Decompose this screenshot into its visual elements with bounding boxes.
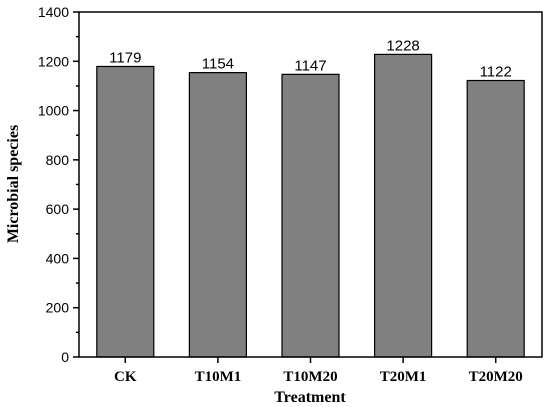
x-tick-label-t10m20: T10M20 — [283, 369, 337, 385]
y-tick-label: 0 — [61, 349, 69, 365]
bar-t10m1 — [188, 72, 247, 358]
labels: 0 200 400 600 800 1000 1200 1400 CK 1179 T10M1 1154… — [38, 4, 523, 385]
x-tick-label-t20m20: T20M20 — [469, 369, 523, 385]
plot-frame — [78, 11, 543, 358]
data-label-t20m20: 1122 — [480, 64, 512, 81]
x-tick-label-ck: CK — [114, 369, 137, 385]
data-label-t20m1: 1228 — [386, 37, 419, 54]
y-tick-label: 1400 — [38, 4, 69, 20]
x-axis-title: Treatment — [274, 389, 346, 406]
bar-t10m20 — [281, 73, 340, 358]
data-label-ck: 1179 — [109, 49, 141, 66]
x-tick-label-t10m1: T10M1 — [195, 369, 242, 385]
y-tick-label: 400 — [46, 250, 70, 266]
data-label-t10m1: 1154 — [202, 56, 234, 73]
y-tick-label: 1000 — [38, 103, 69, 119]
bars — [96, 53, 525, 358]
y-tick-label: 600 — [46, 201, 70, 217]
y-tick-label: 800 — [46, 152, 70, 168]
y-tick-label: 1200 — [38, 53, 69, 69]
data-label-t10m20: 1147 — [294, 57, 326, 74]
y-tick-label: 200 — [46, 300, 70, 316]
bar-t20m20 — [466, 79, 525, 358]
x-tick-label-t20m1: T20M1 — [380, 369, 427, 385]
bar-t20m1 — [374, 53, 433, 358]
y-axis-title: Microbial species — [5, 125, 22, 243]
bar-ck — [96, 65, 155, 358]
